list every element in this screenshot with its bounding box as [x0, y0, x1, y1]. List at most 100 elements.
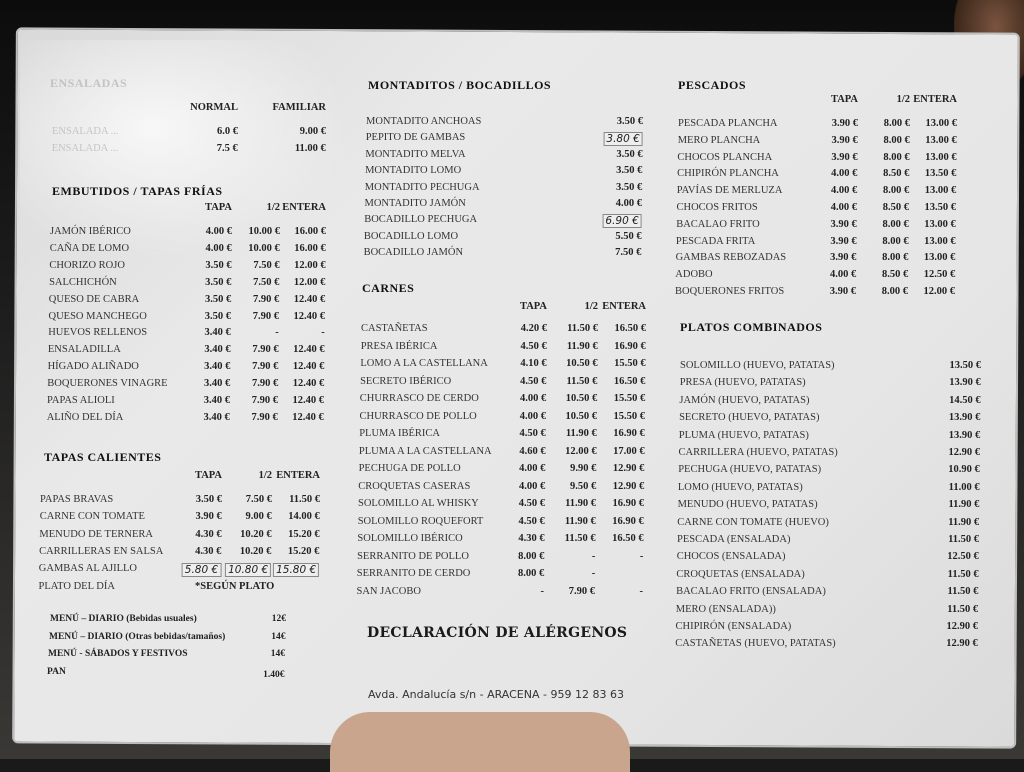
item-price: 6.90 € — [602, 214, 642, 229]
item-name: CARRILLERAS EN SALSA — [39, 545, 164, 557]
column-header: TAPA — [830, 94, 858, 105]
item-name: CAÑA DE LOMO — [49, 242, 130, 254]
item-price: 3.40 € — [203, 395, 230, 406]
item-price: 8.50 € — [881, 269, 909, 281]
item-price: 16.90 € — [612, 515, 644, 527]
item-price: 16.50 € — [612, 533, 644, 544]
item-price: 8.00 € — [882, 218, 909, 230]
menu-name: MENÚ – DIARIO (Bebidas usuales) — [50, 614, 197, 624]
item-price: 13.00 € — [925, 134, 957, 146]
light-glare — [20, 40, 350, 260]
item-name: CARNE CON TOMATE (HUEVO) — [677, 516, 829, 528]
item-name: PECHUGA (HUEVO, PATATAS) — [678, 464, 822, 476]
item-name: PRESA IBÉRICA — [360, 340, 438, 352]
item-price: 13.00 € — [924, 185, 957, 197]
section-heading-pescados: PESCADOS — [678, 78, 747, 92]
item-price: 4.30 € — [195, 528, 222, 540]
item-name: PESCADA (ENSALADA) — [677, 534, 791, 545]
section-heading-platos_combinados: PLATOS COMBINADOS — [680, 320, 823, 334]
item-name: JAMÓN (HUEVO, PATATAS) — [679, 394, 810, 406]
item-price: 9.50 € — [569, 480, 597, 492]
item-name: BOQUERONES FRITOS — [675, 286, 785, 297]
item-price: 11.50 € — [947, 568, 979, 580]
item-name: QUESO MANCHEGO — [48, 310, 147, 322]
item-price: 5.50 € — [615, 230, 642, 242]
item-price: 4.20 € — [520, 323, 547, 334]
item-name: CASTAÑETAS (HUEVO, PATATAS) — [675, 638, 836, 650]
item-price: 7.50 € — [245, 494, 272, 505]
item-price: - — [321, 327, 325, 339]
item-price: 3.90 € — [831, 118, 858, 129]
item-name: PLUMA IBÉRICA — [359, 428, 440, 439]
item-name: MONTADITO MELVA — [365, 148, 466, 160]
menu-name: MENÚ – DIARIO (Otras bebidas/tamaños) — [49, 631, 226, 642]
item-price: 15.50 € — [613, 393, 646, 404]
item-price: 4.00 € — [205, 242, 232, 254]
item-name: HÍGADO ALIÑADO — [47, 361, 139, 373]
item-price: 17.00 € — [613, 445, 645, 457]
item-price: 16.50 € — [614, 323, 647, 334]
item-price: 16.90 € — [612, 498, 645, 509]
column-header: NORMAL — [190, 102, 238, 113]
item-price: 7.90 € — [252, 344, 279, 356]
item-name: MENUDO (HUEVO, PATATAS) — [677, 499, 818, 511]
item-price: 3.50 € — [204, 310, 231, 322]
item-name: CHORIZO ROJO — [49, 259, 125, 271]
item-name: SECRETO (HUEVO, PATATAS) — [679, 412, 820, 424]
item-price: 6.0 € — [217, 126, 238, 137]
item-price: 3.40 € — [203, 411, 230, 423]
column-header: ENTERA — [602, 301, 646, 312]
item-price: 3.40 € — [204, 361, 231, 373]
item-price: 7.90 € — [568, 585, 595, 597]
item-price: 13.00 € — [925, 118, 958, 129]
item-price: 13.00 € — [924, 218, 956, 230]
menu-price: 14€ — [271, 631, 286, 642]
item-name: PAVÍAS DE MERLUZA — [676, 185, 783, 197]
section-heading-montaditos: MONTADITOS / BOCADILLOS — [368, 78, 552, 92]
item-name: LOMO A LA CASTELLANA — [360, 358, 488, 369]
item-name: GAMBAS REBOZADAS — [675, 252, 787, 264]
item-price: 3.90 € — [830, 218, 857, 230]
item-name: ENSALADILLA — [47, 344, 121, 356]
item-price: 13.90 € — [948, 412, 981, 424]
item-price: 4.00 € — [519, 463, 546, 474]
item-price: - — [591, 550, 596, 562]
item-price: 4.00 € — [205, 226, 232, 237]
item-price: 12.50 € — [923, 269, 956, 281]
item-name: CHIPIRÓN PLANCHA — [677, 168, 779, 180]
item-name: SOLOMILLO ROQUEFORT — [357, 515, 484, 527]
item-name: SAN JACOBO — [356, 585, 421, 597]
item-price: 12.40 € — [292, 395, 325, 406]
column-header: 1/2 — [584, 301, 598, 312]
item-price: 3.50 € — [615, 181, 643, 193]
item-price: 7.50 € — [253, 259, 280, 271]
item-price: 13.00 € — [924, 235, 956, 247]
item-price: 3.50 € — [616, 116, 643, 127]
item-price: 4.00 € — [615, 198, 642, 209]
item-price: 4.10 € — [520, 358, 547, 369]
footer-address: Avda. Andalucía s/n - ARACENA - 959 12 8… — [368, 688, 624, 701]
item-price: 8.00 € — [882, 252, 909, 264]
item-name: ALIÑO DEL DÍA — [46, 411, 124, 423]
item-price: 12.00 € — [293, 276, 326, 288]
item-name: CHOCOS FRITOS — [676, 202, 758, 213]
item-price: 14.00 € — [288, 511, 320, 523]
item-price: 12.00 € — [565, 445, 597, 457]
item-price: 3.90 € — [195, 511, 222, 523]
item-name: PLUMA (HUEVO, PATATAS) — [678, 429, 809, 441]
section-heading-tapas_calientes: TAPAS CALIENTES — [44, 450, 162, 464]
item-price: 3.90 € — [831, 134, 858, 146]
item-price: 4.50 € — [520, 340, 547, 352]
item-price: 11.50 € — [947, 586, 979, 598]
menu-name: MENÚ - SÁBADOS Y FESTIVOS — [48, 649, 188, 659]
item-name: BACALAO FRITO (ENSALADA) — [676, 586, 826, 598]
item-name: CARNE CON TOMATE — [39, 511, 145, 523]
item-name: CASTAÑETAS — [361, 323, 428, 334]
item-name: PESCADA PLANCHA — [678, 118, 778, 129]
item-price: 11.50 € — [948, 534, 979, 545]
item-name: SOLOMILLO AL WHISKY — [358, 498, 479, 509]
item-name: BOCADILLO JAMÓN — [363, 247, 464, 259]
item-price: 13.00 € — [923, 252, 956, 264]
menu-price: 14€ — [270, 649, 285, 659]
item-name: PESCADA FRITA — [675, 235, 756, 247]
